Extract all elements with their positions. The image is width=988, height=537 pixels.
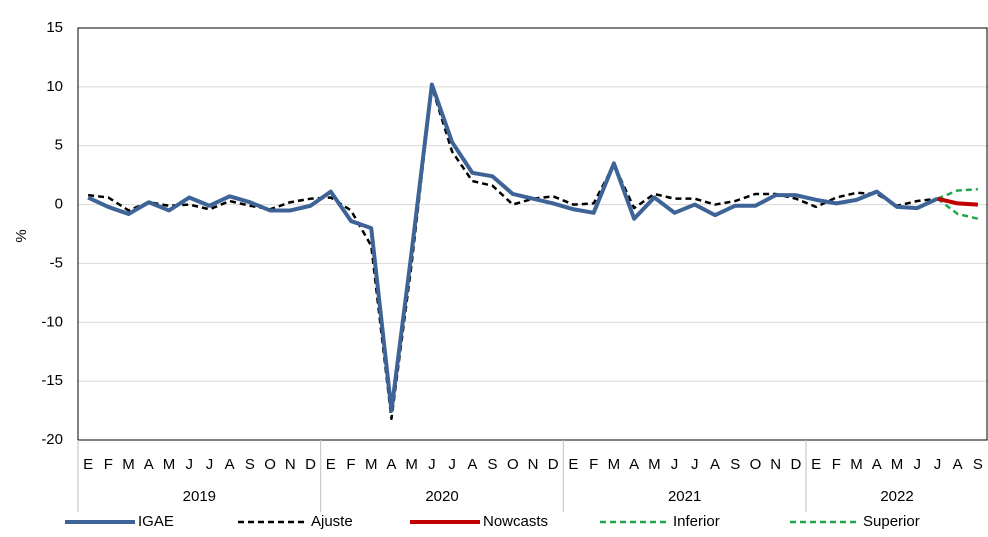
x-tick-label: M (850, 456, 863, 473)
x-tick-label: M (608, 456, 621, 473)
x-tick-label: M (405, 456, 418, 473)
x-tick-label: E (83, 456, 93, 473)
x-tick-label: D (548, 456, 559, 473)
legend-label: Inferior (673, 513, 720, 530)
x-tick-label: O (507, 456, 519, 473)
x-tick-label: S (973, 456, 983, 473)
x-group-label: 2020 (425, 488, 458, 505)
x-group-label: 2022 (880, 488, 913, 505)
x-tick-label: A (144, 456, 154, 473)
y-tick-label: 10 (46, 78, 63, 95)
legend-label: Ajuste (311, 513, 353, 530)
x-tick-label: M (891, 456, 904, 473)
x-tick-label: M (163, 456, 176, 473)
x-tick-label: D (305, 456, 316, 473)
x-tick-label: F (589, 456, 598, 473)
x-tick-label: O (750, 456, 762, 473)
y-tick-label: -10 (41, 313, 63, 330)
legend-label: Nowcasts (483, 513, 548, 530)
legend-label: IGAE (138, 513, 174, 530)
x-tick-label: S (245, 456, 255, 473)
x-tick-label: A (467, 456, 477, 473)
x-tick-label: J (206, 456, 214, 473)
y-tick-label: -20 (41, 431, 63, 448)
x-tick-label: A (629, 456, 639, 473)
x-tick-label: J (934, 456, 942, 473)
y-tick-label: -5 (50, 254, 63, 271)
series-line (87, 85, 938, 421)
series-line (87, 82, 939, 413)
y-tick-label: 5 (55, 137, 63, 154)
x-tick-label: N (528, 456, 539, 473)
x-tick-label: J (448, 456, 456, 473)
x-tick-label: A (710, 456, 720, 473)
x-group-label: 2019 (183, 488, 216, 505)
x-tick-label: M (365, 456, 378, 473)
x-tick-label: J (428, 456, 436, 473)
x-tick-label: E (326, 456, 336, 473)
y-tick-label: 0 (55, 196, 63, 213)
y-tick-label: -15 (41, 372, 63, 389)
x-tick-label: F (346, 456, 355, 473)
legend-label: Superior (863, 513, 920, 530)
x-tick-label: E (568, 456, 578, 473)
x-tick-label: N (770, 456, 781, 473)
x-tick-label: A (953, 456, 963, 473)
x-tick-label: O (264, 456, 276, 473)
y-axis-label: % (13, 229, 30, 242)
x-tick-label: M (648, 456, 661, 473)
x-tick-label: J (913, 456, 921, 473)
x-tick-label: E (811, 456, 821, 473)
y-tick-label: 15 (46, 19, 63, 36)
x-tick-label: N (285, 456, 296, 473)
x-tick-label: A (225, 456, 235, 473)
x-tick-label: F (104, 456, 113, 473)
series-line (936, 196, 979, 207)
x-tick-label: S (730, 456, 740, 473)
x-tick-label: S (488, 456, 498, 473)
x-tick-label: F (832, 456, 841, 473)
x-tick-label: J (671, 456, 679, 473)
series-line (936, 197, 979, 220)
x-tick-label: M (122, 456, 135, 473)
x-group-label: 2021 (668, 488, 701, 505)
x-tick-label: J (691, 456, 699, 473)
x-tick-label: A (386, 456, 396, 473)
plot-frame (77, 27, 988, 441)
x-tick-label: A (872, 456, 882, 473)
series-line (936, 188, 978, 200)
x-tick-label: D (790, 456, 801, 473)
x-tick-label: J (185, 456, 193, 473)
